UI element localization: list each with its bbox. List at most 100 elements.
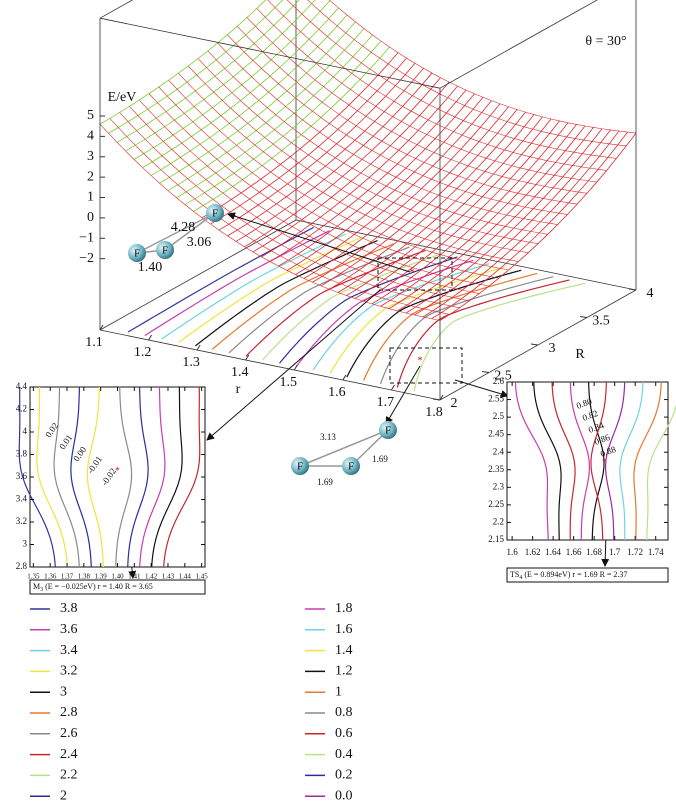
- mesh-line: [168, 80, 509, 271]
- legend-label: 2.8: [60, 705, 78, 720]
- y-tick-label: 4: [647, 286, 654, 301]
- atom-label: F: [134, 248, 140, 260]
- mesh-line: [159, 21, 356, 184]
- mesh-line: [217, 42, 558, 225]
- inset-x-tick-label: 1.43: [162, 573, 175, 581]
- mesh-line: [307, 0, 627, 147]
- inset-contour: [18, 386, 56, 568]
- mesh-line: [109, 118, 450, 315]
- atom: [291, 457, 309, 475]
- mesh-line: [150, 14, 348, 176]
- inset-y-tick-label: 2.55: [488, 394, 504, 404]
- arrow: [454, 379, 509, 398]
- minimum-marker: *: [410, 267, 415, 278]
- x-tick-label: 1.3: [182, 355, 200, 370]
- annotation: θ = 30°: [585, 34, 626, 49]
- inset-x-tick-label: 1.68: [586, 547, 602, 557]
- x-tick-label: 1.1: [85, 335, 103, 350]
- legend-label: 0.6: [335, 726, 353, 741]
- inset-x-tick-label: 1.6: [507, 547, 519, 557]
- inset-contour: [533, 381, 562, 541]
- inset-y-tick-label: 2.4: [493, 446, 505, 456]
- inset-x-tick-label: 1.62: [525, 547, 541, 557]
- mesh-line: [227, 68, 424, 237]
- inset-y-tick-label: 2.3: [493, 481, 505, 491]
- atom-label: F: [348, 461, 354, 473]
- x-axis-label: r: [236, 382, 241, 397]
- legend-label: 1.6: [335, 622, 353, 637]
- inset-x-tick-label: 1.38: [78, 573, 91, 581]
- atom-label: F: [162, 245, 168, 257]
- mesh-line: [142, 7, 339, 168]
- atom: [379, 421, 397, 439]
- legend-label: 2.2: [60, 768, 78, 783]
- x-tick: [342, 374, 347, 381]
- mesh-line: [138, 99, 480, 294]
- caption-part: 4: [519, 575, 522, 581]
- bond-label: 1.69: [317, 477, 333, 487]
- inset-x-tick-label: 1.37: [61, 573, 74, 581]
- y-tick: [628, 288, 637, 291]
- z-tick-label: 1: [87, 190, 94, 205]
- y-tick: [579, 316, 588, 318]
- inset-contour: [551, 381, 576, 541]
- contour-line: [178, 236, 362, 343]
- mesh-line: [286, 97, 484, 271]
- atom-label: F: [212, 208, 218, 220]
- mesh-line: [207, 50, 548, 235]
- inset-x-tick-label: 1.72: [627, 547, 643, 557]
- molecule: F F F 3.13 1.69 1.69: [291, 421, 397, 487]
- x-tick-label: 1.4: [231, 365, 249, 380]
- bond-label: 1.40: [138, 260, 163, 275]
- y-tick: [481, 371, 490, 373]
- inset-contour: [53, 386, 80, 568]
- contour-line: [245, 249, 426, 357]
- atom: [342, 457, 360, 475]
- x-tick: [148, 334, 153, 341]
- atom: [156, 241, 174, 259]
- legend-label: 3: [60, 684, 67, 699]
- inset-caption: M3 (E = −0.025eV) r = 1.40 R = 3.65: [33, 582, 153, 594]
- z-tick-label: −2: [79, 251, 94, 266]
- inset-y-tick-label: 2.25: [488, 499, 504, 509]
- bond-label: 1.69: [372, 454, 388, 464]
- inset-marker: *: [115, 465, 120, 475]
- inset-contour: [569, 381, 591, 541]
- inset-y-tick-label: 2.2: [493, 517, 504, 527]
- surface: [99, 0, 637, 321]
- legend-label: 0.2: [335, 768, 353, 783]
- mesh-line: [129, 106, 470, 302]
- x-tick: [439, 394, 444, 401]
- inset-y-tick-label: 2.35: [488, 464, 504, 474]
- contour-line: [329, 266, 506, 374]
- contour-line: [346, 269, 522, 378]
- bond-label: 3.06: [187, 235, 212, 250]
- inset-contour: [127, 386, 149, 568]
- bond: [299, 429, 389, 467]
- legend-label: 3.4: [60, 643, 78, 658]
- inset-y-tick-label: 4.2: [16, 404, 27, 414]
- saddle-marker: *: [418, 355, 423, 366]
- inset-contour: [604, 381, 626, 541]
- mesh-line: [197, 58, 539, 245]
- x-tick-label: 1.5: [280, 375, 298, 390]
- arrow: [227, 212, 411, 273]
- legend-label: 3.2: [60, 664, 78, 679]
- contour-line: [211, 243, 394, 350]
- legend-label: 2.6: [60, 726, 78, 741]
- inset-contour: [633, 381, 662, 541]
- inset: 0.800.820.840.860.88*1.6 1.62 1.64 1.66 1.68…: [488, 376, 676, 583]
- contour-line: [396, 279, 570, 388]
- legend-label: 1.2: [335, 664, 353, 679]
- y-tick: [432, 398, 441, 401]
- caption-part: (E = 0.894eV) r = 1.69 R = 2.37: [522, 570, 627, 579]
- molecule: FF F4.283.061.40: [128, 204, 224, 275]
- inset-marker: *: [602, 457, 607, 467]
- mesh-line: [158, 86, 499, 279]
- box-edge: [99, 219, 297, 331]
- inset-x-tick-label: 1.41: [128, 573, 141, 581]
- legend-label: 3.8: [60, 601, 78, 616]
- bond: [136, 212, 216, 254]
- box-edge: [99, 17, 441, 89]
- inset-y-tick-label: 3.4: [16, 494, 28, 504]
